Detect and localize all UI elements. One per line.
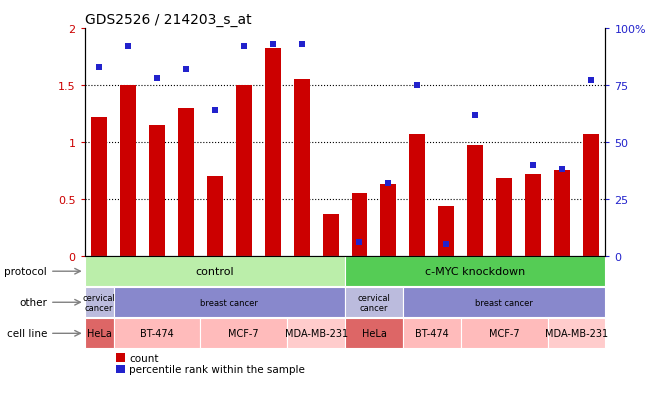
Text: count: count xyxy=(129,353,158,363)
FancyBboxPatch shape xyxy=(345,287,403,317)
Text: breast cancer: breast cancer xyxy=(201,298,258,307)
Bar xyxy=(294,80,310,256)
Bar xyxy=(409,135,425,256)
Bar xyxy=(525,174,541,256)
Text: HeLa: HeLa xyxy=(361,328,387,339)
Bar xyxy=(116,354,125,362)
Text: percentile rank within the sample: percentile rank within the sample xyxy=(129,364,305,374)
Bar xyxy=(323,214,339,256)
FancyBboxPatch shape xyxy=(113,287,345,317)
Text: protocol: protocol xyxy=(5,266,47,277)
Bar xyxy=(496,179,512,256)
FancyBboxPatch shape xyxy=(403,287,605,317)
Bar xyxy=(236,85,252,256)
FancyBboxPatch shape xyxy=(461,319,547,349)
Bar xyxy=(583,135,599,256)
FancyBboxPatch shape xyxy=(287,319,345,349)
Bar xyxy=(554,171,570,256)
Text: c-MYC knockdown: c-MYC knockdown xyxy=(425,266,525,277)
Bar xyxy=(120,85,136,256)
Bar xyxy=(467,146,483,256)
Bar xyxy=(380,185,396,256)
Text: GDS2526 / 214203_s_at: GDS2526 / 214203_s_at xyxy=(85,12,251,26)
Text: MDA-MB-231: MDA-MB-231 xyxy=(284,328,348,339)
Bar xyxy=(116,365,125,373)
Text: BT-474: BT-474 xyxy=(415,328,449,339)
Text: other: other xyxy=(19,297,47,308)
Text: control: control xyxy=(195,266,234,277)
Text: cervical
cancer: cervical cancer xyxy=(83,293,115,312)
FancyBboxPatch shape xyxy=(113,319,201,349)
FancyBboxPatch shape xyxy=(345,256,605,287)
Bar xyxy=(91,117,107,256)
FancyBboxPatch shape xyxy=(345,319,403,349)
Text: breast cancer: breast cancer xyxy=(475,298,533,307)
Bar xyxy=(149,126,165,256)
Bar xyxy=(352,194,367,256)
Text: MDA-MB-231: MDA-MB-231 xyxy=(545,328,608,339)
Bar xyxy=(207,177,223,256)
Text: BT-474: BT-474 xyxy=(140,328,174,339)
FancyBboxPatch shape xyxy=(403,319,461,349)
Bar xyxy=(178,108,194,256)
Bar xyxy=(438,206,454,256)
Text: MCF-7: MCF-7 xyxy=(229,328,259,339)
Bar xyxy=(265,49,281,256)
Text: HeLa: HeLa xyxy=(87,328,111,339)
FancyBboxPatch shape xyxy=(201,319,287,349)
Text: cell line: cell line xyxy=(7,328,47,339)
FancyBboxPatch shape xyxy=(85,319,113,349)
Text: MCF-7: MCF-7 xyxy=(489,328,519,339)
Text: cervical
cancer: cervical cancer xyxy=(357,293,391,312)
FancyBboxPatch shape xyxy=(85,287,113,317)
FancyBboxPatch shape xyxy=(85,256,345,287)
FancyBboxPatch shape xyxy=(547,319,605,349)
